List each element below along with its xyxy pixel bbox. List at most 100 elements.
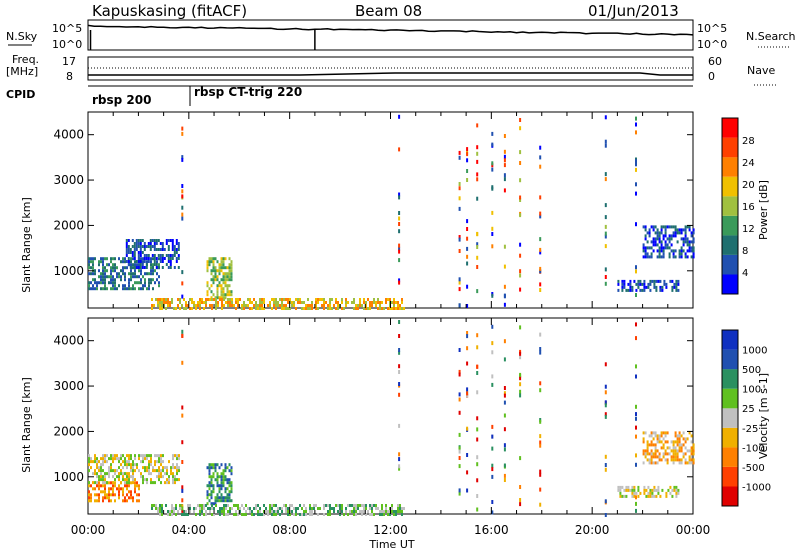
data-cell [604,403,607,408]
data-cell [110,466,112,470]
data-cell [684,234,687,238]
data-cell [138,275,140,279]
data-cell [641,288,644,292]
data-cell [665,285,668,289]
data-cell [222,278,225,282]
data-cell [124,457,126,461]
data-cell [212,466,215,470]
data-cell [643,282,646,286]
data-cell [167,245,170,248]
data-cell [201,298,203,301]
data-cell [114,493,116,497]
data-cell [220,263,223,267]
data-cell [110,266,112,270]
data-cell [617,288,620,292]
data-cell [692,246,695,250]
data-cell [224,478,227,482]
data-cell [134,275,136,279]
data-cell [114,469,116,473]
data-cell [623,279,626,283]
data-cell [136,281,138,285]
data-cell [671,288,674,292]
data-cell [642,440,645,444]
data-cell [367,307,369,310]
data-cell [181,216,184,221]
data-cell [98,478,100,482]
data-cell [126,478,128,482]
data-cell [331,298,333,301]
data-cell [88,263,90,267]
data-cell [676,458,679,462]
data-cell [167,257,170,260]
data-cell [134,269,136,273]
data-cell [635,404,637,409]
data-cell [668,225,671,229]
data-cell [539,237,542,242]
data-cell [158,475,160,479]
data-cell [519,456,522,461]
data-cell [674,249,677,253]
data-cell [539,250,542,255]
data-cell [199,507,201,510]
data-cell [654,231,657,235]
data-cell [389,298,391,301]
data-cell [604,224,607,229]
data-cell [381,307,383,310]
data-cell [604,414,607,419]
data-cell [458,237,461,242]
data-cell [226,284,229,288]
data-cell [269,507,271,510]
data-cell [684,446,687,450]
colorbar-tick-label: 12 [742,224,755,235]
data-cell [635,122,637,127]
data-cell [664,440,667,444]
data-cell [112,487,114,491]
data-cell [128,478,130,482]
data-cell [203,301,205,304]
data-cell [230,466,233,470]
data-cell [503,173,506,178]
data-cell [228,284,231,288]
data-cell [491,232,494,236]
data-cell [349,510,351,513]
data-cell [277,304,279,307]
data-cell [629,279,632,283]
data-cell [122,272,124,276]
data-cell [100,478,102,482]
data-cell [674,434,677,438]
data-cell [159,304,161,307]
data-cell [398,147,401,152]
data-cell [181,189,184,194]
data-cell [619,485,622,489]
data-cell [129,266,132,269]
colorbar-tick-label: -1000 [742,482,771,493]
data-cell [171,301,173,304]
data-cell [179,307,181,310]
data-cell [476,507,479,512]
data-cell [491,324,494,329]
data-cell [692,458,695,462]
data-cell [649,491,652,495]
data-cell [208,484,211,488]
data-cell [206,290,209,294]
data-cell [676,231,679,235]
data-cell [158,472,160,476]
data-cell [220,290,223,294]
data-cell [140,454,142,458]
data-cell [664,458,667,462]
data-cell [228,257,231,261]
data-cell [339,513,341,516]
data-cell [122,260,124,264]
data-cell [171,298,173,301]
data-cell [171,504,173,507]
data-cell [363,301,365,304]
data-cell [319,298,321,301]
data-cell [307,304,309,307]
data-cell [604,454,607,459]
data-cell [157,266,160,269]
data-cell [181,304,183,307]
data-cell [365,301,367,304]
data-cell [539,487,542,492]
data-cell [680,446,683,450]
data-cell [635,159,637,164]
